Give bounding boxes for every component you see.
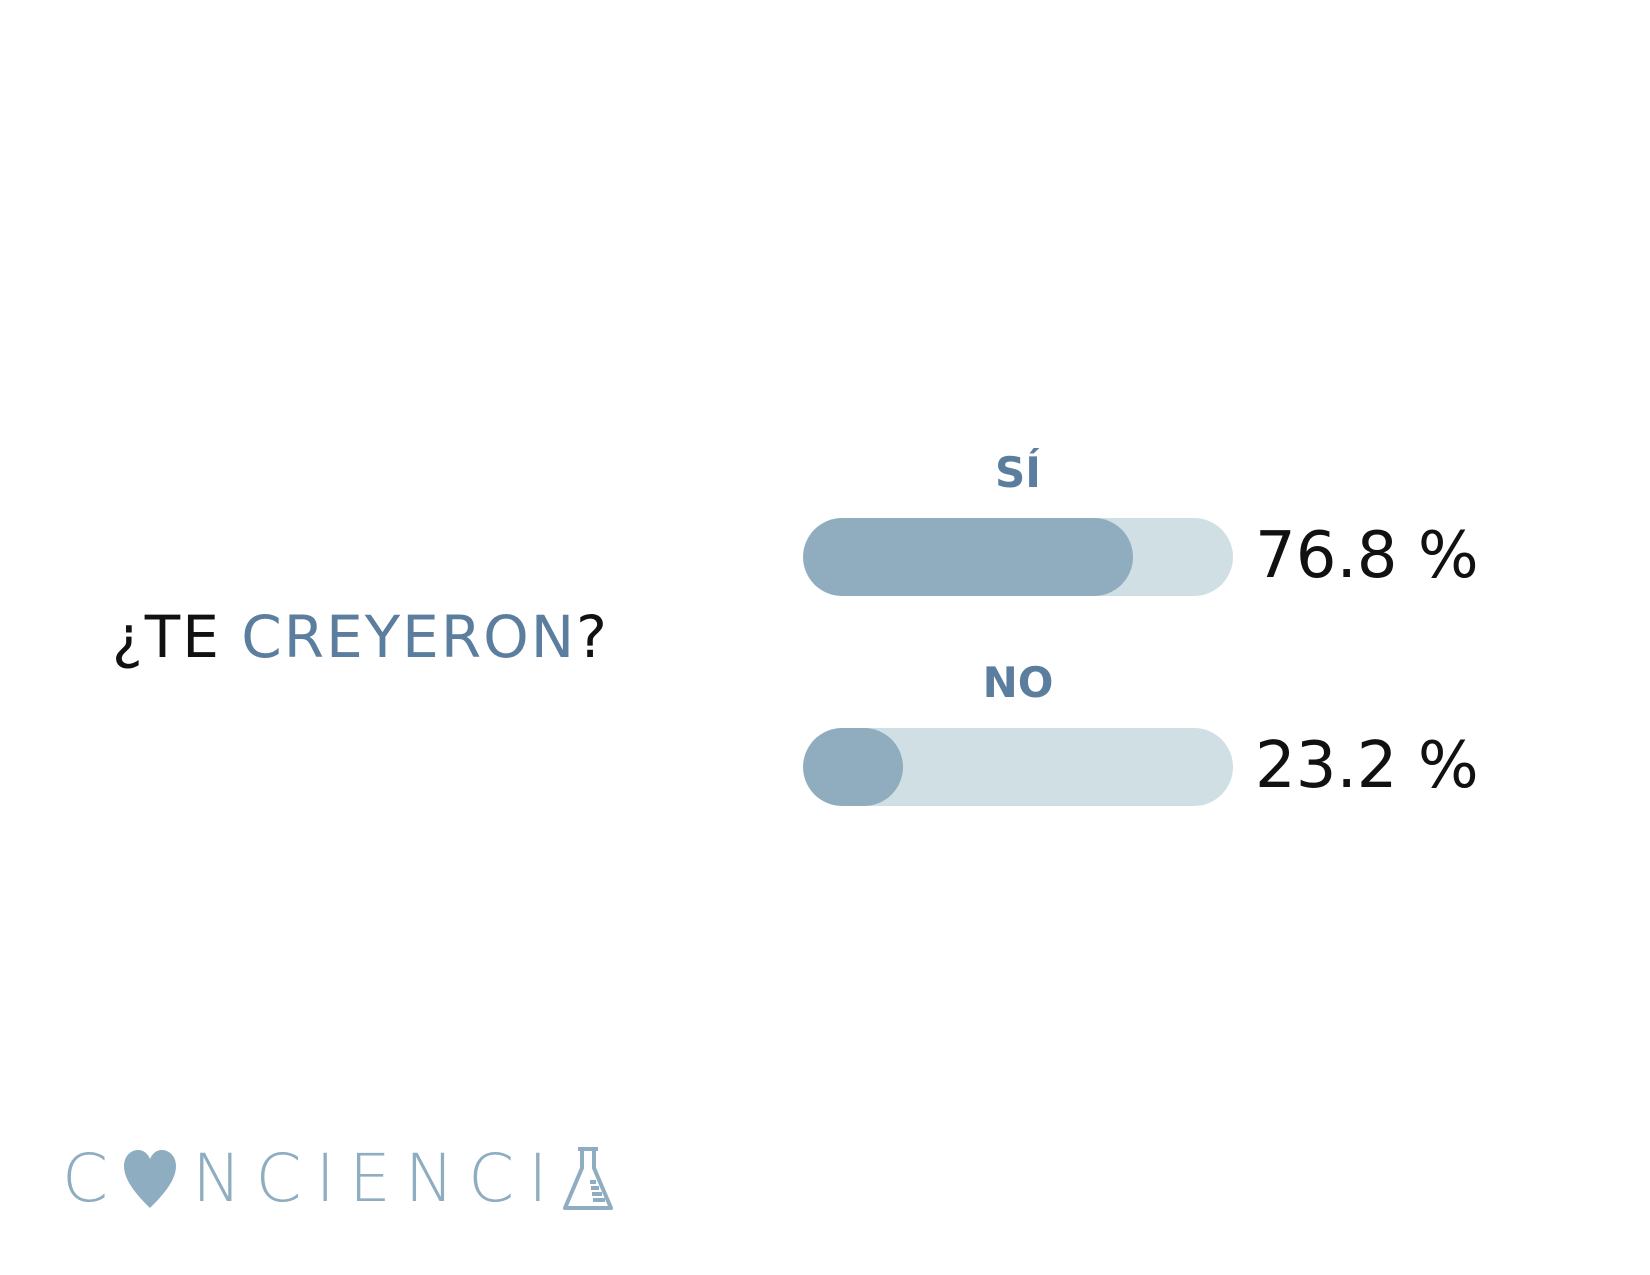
bar-value-label: 23.2 % [1255, 729, 1479, 803]
bar-row: NO 23.2 % [803, 658, 1503, 806]
bar-fill [803, 518, 1134, 596]
bar-label: SÍ [995, 448, 1041, 497]
question-suffix: ? [576, 603, 609, 671]
bar-label: NO [982, 658, 1054, 707]
bar-track [803, 518, 1233, 596]
heart-icon [124, 1150, 177, 1208]
bar-value-label: 76.8 % [1255, 519, 1479, 593]
logo: C NCIENCI [62, 1146, 614, 1212]
logo-letter-c: C [62, 1140, 123, 1217]
flask-icon [562, 1147, 613, 1210]
logo-text: NCIENCI [192, 1140, 562, 1217]
question-prefix: ¿TE [112, 603, 242, 671]
bar-row: SÍ 76.8 % [803, 448, 1503, 596]
survey-question: ¿TE CREYERON? [112, 608, 609, 666]
bar-track [803, 728, 1233, 806]
bar-fill [803, 728, 903, 806]
question-highlight: CREYERON [241, 603, 577, 671]
